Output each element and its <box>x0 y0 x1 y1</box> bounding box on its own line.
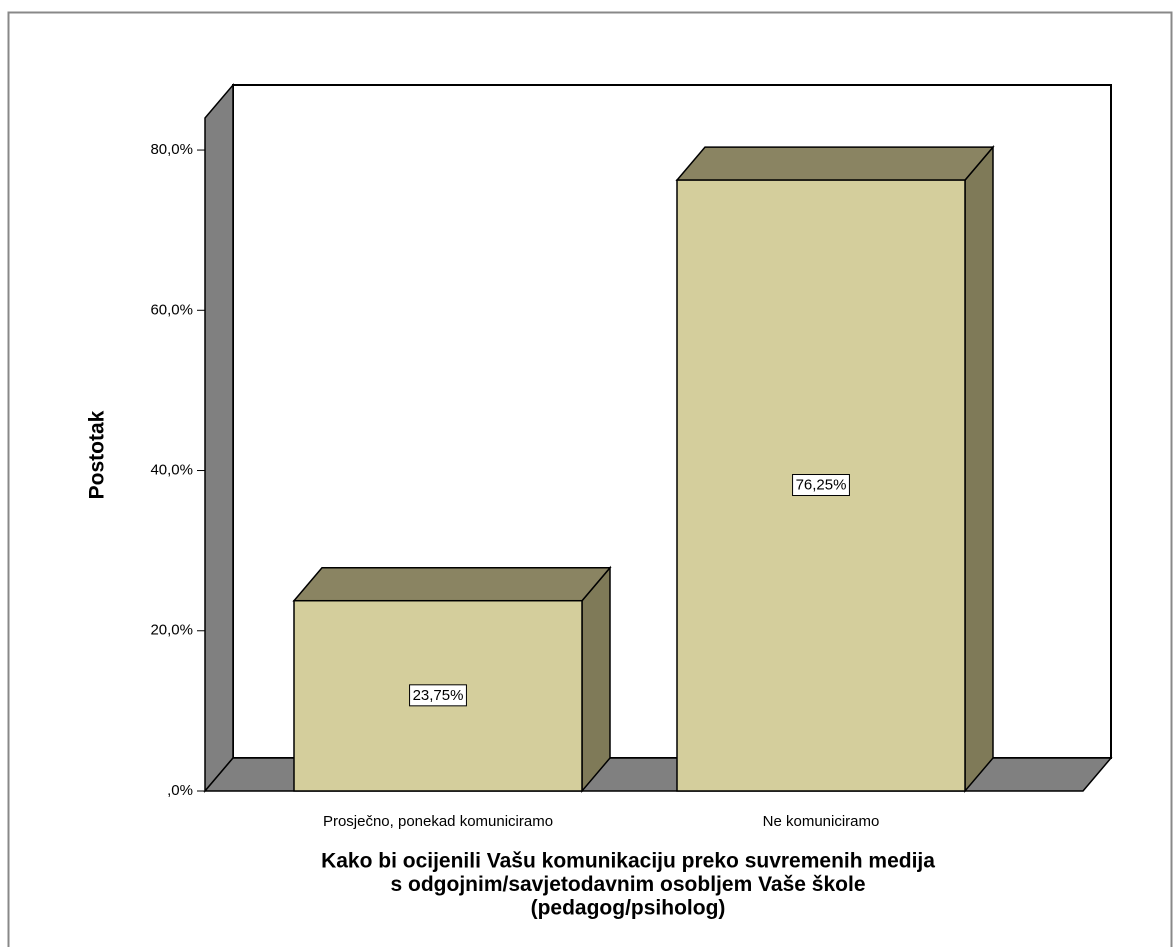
x-tick-label: Prosječno, ponekad komuniciramo <box>323 813 553 830</box>
bar-side <box>581 565 611 794</box>
value-label: 76,25% <box>796 477 847 494</box>
value-label: 23,75% <box>413 687 464 704</box>
y-tick-label: 40,0% <box>150 461 193 478</box>
x-axis-title: s odgojnim/savjetodavnim osobljem Vaše š… <box>391 873 866 896</box>
side-wall <box>204 82 234 794</box>
value-label-box <box>409 684 467 707</box>
y-tick-label: ,0% <box>167 782 193 799</box>
x-tick-label: Ne komuniciramo <box>763 813 880 830</box>
y-tick-label: 80,0% <box>150 141 193 158</box>
value-label-box <box>792 474 850 497</box>
bar-top <box>292 566 612 602</box>
x-axis-title: (pedagog/psiholog) <box>531 897 726 920</box>
x-axis-title: Kako bi ocijenili Vašu komunikaciju prek… <box>321 850 935 873</box>
bar-top <box>675 146 995 181</box>
bar-side <box>964 145 994 794</box>
y-axis-title: Postotak <box>86 410 109 499</box>
y-tick-label: 60,0% <box>150 301 193 318</box>
y-tick-label: 20,0% <box>150 622 193 639</box>
